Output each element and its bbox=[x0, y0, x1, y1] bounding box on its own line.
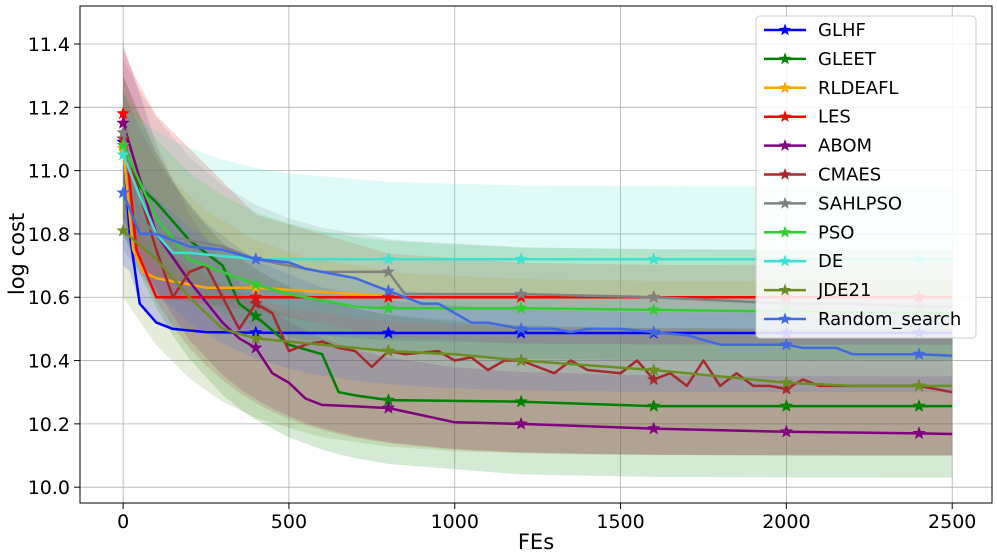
marker-gleet bbox=[248, 308, 263, 323]
marker-gleet bbox=[514, 394, 529, 408]
marker-de bbox=[646, 251, 661, 266]
marker-jde21 bbox=[514, 353, 529, 367]
marker-jde21 bbox=[381, 343, 396, 357]
marker-gleet bbox=[912, 398, 926, 413]
y-tick-label: 10.6 bbox=[28, 287, 70, 309]
marker-random-search bbox=[514, 321, 529, 335]
x-tick-label: 2000 bbox=[762, 511, 810, 533]
legend-marker-random-search bbox=[778, 312, 792, 325]
legend-label-rldeafl: RLDEAFL bbox=[818, 78, 898, 99]
legend-marker-les bbox=[778, 110, 792, 122]
legend-marker-de bbox=[778, 254, 792, 267]
legend-marker-gleet bbox=[778, 52, 792, 65]
band-cmaes bbox=[123, 75, 953, 456]
marker-random-search bbox=[248, 251, 263, 266]
legend-label-jde21: JDE21 bbox=[817, 280, 871, 301]
legend-label-glhf: GLHF bbox=[818, 20, 866, 41]
legend-label-les: LES bbox=[818, 107, 851, 128]
legend-marker-abom bbox=[778, 139, 792, 151]
marker-abom bbox=[912, 426, 926, 440]
marker-abom bbox=[779, 424, 794, 438]
marker-glhf bbox=[514, 325, 529, 339]
marker-cmaes bbox=[248, 296, 263, 310]
marker-jde21 bbox=[646, 362, 661, 376]
series-line-jde21 bbox=[122, 229, 953, 388]
x-axis-label: FEs bbox=[518, 530, 554, 554]
legend-label-gleet: GLEET bbox=[818, 49, 877, 70]
marker-jde21 bbox=[248, 331, 263, 345]
marker-abom bbox=[381, 400, 396, 414]
legend-label-random-search: Random_search bbox=[818, 309, 961, 330]
marker-pso bbox=[514, 301, 529, 315]
marker-sahlpso bbox=[116, 125, 130, 139]
marker-pso bbox=[646, 302, 661, 316]
marker-de bbox=[514, 251, 529, 266]
band-sahlpso bbox=[123, 59, 953, 361]
y-tick-label: 10.8 bbox=[28, 224, 70, 246]
legend-marker-cmaes bbox=[778, 168, 792, 180]
marker-gleet bbox=[779, 398, 794, 412]
marker-pso bbox=[248, 277, 263, 291]
band-rldeafl bbox=[123, 107, 953, 314]
marker-glhf bbox=[381, 325, 396, 339]
legend-marker-pso bbox=[778, 225, 792, 238]
legend-label-cmaes: CMAES bbox=[818, 165, 881, 186]
legend-marker-rldeafl bbox=[778, 81, 792, 94]
marker-pso bbox=[381, 301, 396, 315]
x-tick-label: 1000 bbox=[431, 511, 479, 533]
marker-jde21 bbox=[912, 378, 926, 392]
plot-frame bbox=[79, 5, 993, 504]
marker-abom bbox=[646, 421, 661, 435]
marker-jde21 bbox=[116, 223, 130, 237]
y-tick-label: 10.0 bbox=[28, 477, 70, 499]
legend-label-sahlpso: SAHLPSO bbox=[818, 193, 902, 214]
marker-abom bbox=[514, 416, 529, 430]
legend-label-abom: ABOM bbox=[818, 136, 872, 157]
y-tick-label: 11.0 bbox=[28, 161, 70, 183]
marker-cmaes bbox=[646, 372, 661, 386]
marker-sahlpso bbox=[646, 289, 661, 304]
legend: GLHF GLEET RLDEAFL LES ABOM CMAES SAHLPSO PSO DE… bbox=[755, 15, 977, 339]
axis-ticks: 0 500 1000 1500 2000 2500 10.0 10.2 10.4 10.6 10.8… bbox=[28, 34, 977, 533]
marker-random-search bbox=[646, 324, 661, 338]
band-abom bbox=[123, 44, 953, 456]
marker-jde21 bbox=[779, 375, 794, 389]
series-line-gleet bbox=[121, 144, 953, 408]
x-tick-label: 1500 bbox=[596, 511, 644, 533]
marker-random-search bbox=[779, 337, 794, 351]
y-tick-label: 11.2 bbox=[28, 97, 70, 119]
series-line-abom bbox=[121, 122, 953, 436]
y-axis-label: log cost bbox=[5, 213, 29, 295]
y-tick-label: 10.2 bbox=[28, 414, 70, 436]
legend-marker-glhf bbox=[778, 23, 792, 36]
x-tick-label: 0 bbox=[117, 511, 129, 533]
band-jde21 bbox=[123, 170, 953, 456]
marker-les bbox=[381, 289, 396, 304]
x-tick-label: 500 bbox=[271, 511, 307, 533]
x-tick-label: 2500 bbox=[928, 511, 976, 533]
marker-sahlpso bbox=[514, 286, 529, 300]
marker-abom bbox=[248, 340, 263, 354]
legend-marker-jde21 bbox=[778, 283, 792, 296]
band-gleet bbox=[123, 75, 953, 478]
legend-marker-sahlpso bbox=[778, 196, 792, 209]
marker-random-search bbox=[381, 283, 396, 297]
y-tick-label: 11.4 bbox=[28, 34, 70, 56]
legend-label-pso: PSO bbox=[818, 222, 854, 243]
marker-cmaes bbox=[779, 381, 794, 395]
legend-box bbox=[755, 15, 977, 339]
marker-random-search bbox=[116, 185, 130, 199]
marker-sahlpso bbox=[381, 264, 396, 278]
legend-label-de: DE bbox=[818, 251, 843, 272]
marker-de bbox=[381, 251, 396, 266]
marker-random-search bbox=[912, 346, 926, 361]
marker-gleet bbox=[646, 398, 661, 413]
y-tick-label: 10.4 bbox=[28, 351, 70, 373]
marker-de bbox=[116, 147, 130, 161]
